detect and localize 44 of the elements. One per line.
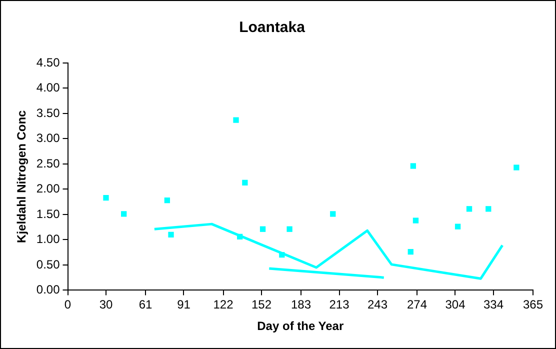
y-tick-label: 1.00 xyxy=(36,232,60,246)
point xyxy=(103,194,109,201)
point xyxy=(233,117,239,123)
y-axis-title: Kjeldahl Nitrogen Conc xyxy=(14,110,29,243)
x-tick-label: 243 xyxy=(367,298,388,312)
point xyxy=(121,211,127,217)
x-tick-label: 183 xyxy=(291,298,312,312)
chart-title: Loantaka xyxy=(239,19,306,36)
x-tick-label: 334 xyxy=(483,298,504,312)
y-tick-label: 3.50 xyxy=(36,106,60,120)
point xyxy=(242,180,248,186)
y-tick-label: 4.50 xyxy=(36,55,60,70)
point xyxy=(454,224,461,230)
y-tick-label: 0.50 xyxy=(36,257,60,272)
x-tick-label: 91 xyxy=(177,298,191,312)
y-tick-label: 0.00 xyxy=(36,282,60,297)
y-tick-label: 1.50 xyxy=(36,206,60,221)
x-tick-label: 61 xyxy=(138,298,153,312)
y-tick-label: 4.00 xyxy=(36,80,60,95)
x-tick-label: 152 xyxy=(251,298,272,312)
y-tick-label: 2.00 xyxy=(36,182,60,196)
point xyxy=(168,232,174,238)
x-tick-label: 213 xyxy=(329,298,350,312)
point xyxy=(486,206,492,212)
point xyxy=(286,226,292,232)
point xyxy=(466,206,472,212)
point xyxy=(410,163,416,169)
x-tick-label: 365 xyxy=(522,298,544,312)
point xyxy=(412,218,419,224)
point xyxy=(408,249,414,255)
point xyxy=(260,226,266,232)
x-tick-label: 304 xyxy=(445,298,466,312)
point xyxy=(237,234,243,240)
point xyxy=(330,211,336,217)
point xyxy=(514,164,520,170)
x-tick-label: 274 xyxy=(406,298,428,312)
point xyxy=(164,198,170,204)
y-tick-label: 3.00 xyxy=(36,131,60,146)
x-tick-label: 122 xyxy=(213,298,234,312)
x-tick-label: 30 xyxy=(99,298,113,312)
point xyxy=(279,252,285,258)
x-tick-label: 0 xyxy=(64,298,72,312)
x-axis-title: Day of the Year xyxy=(257,319,344,334)
y-tick-label: 2.50 xyxy=(36,156,60,170)
